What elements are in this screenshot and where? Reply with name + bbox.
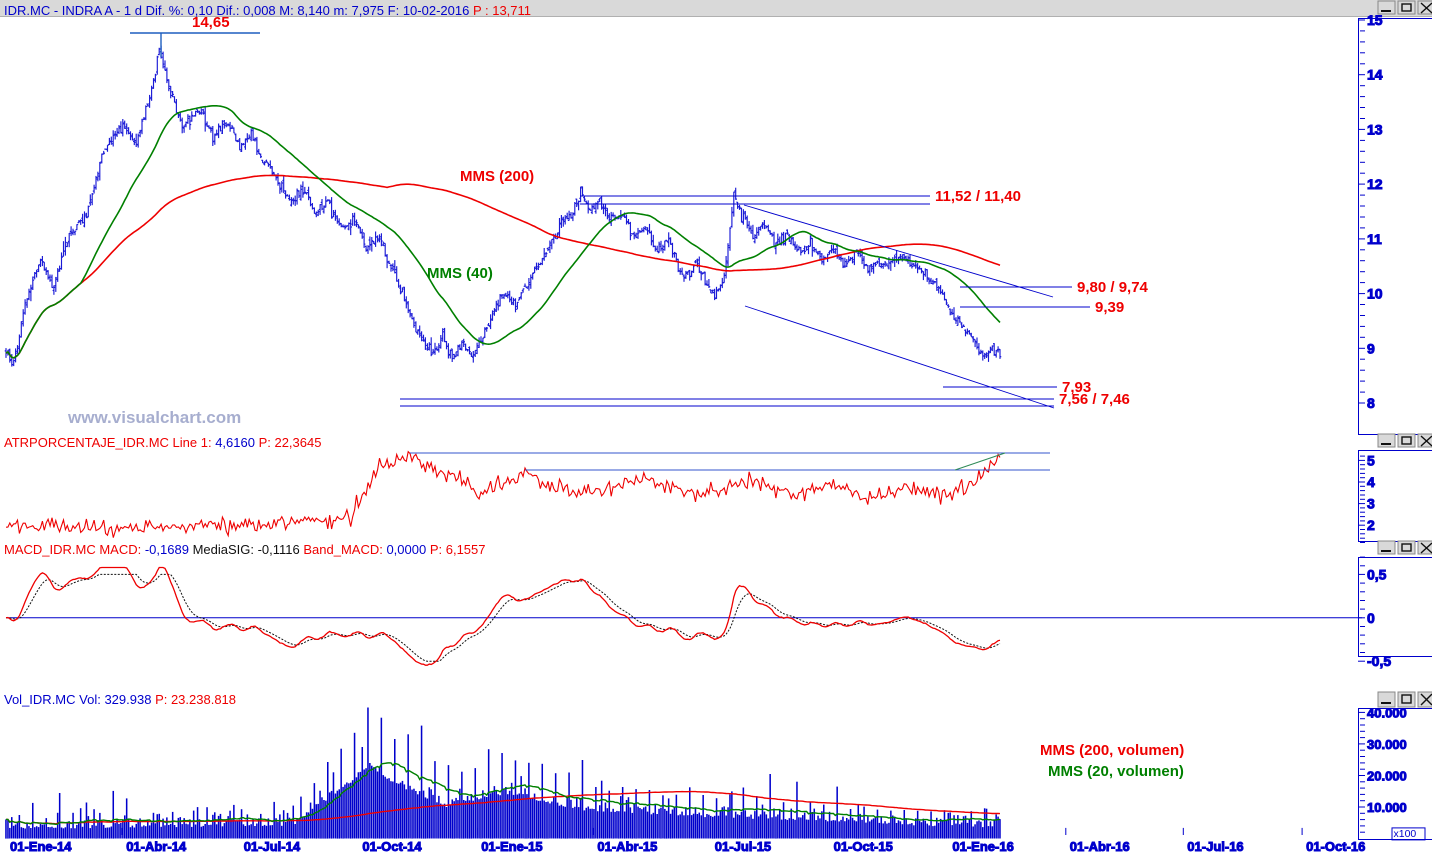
svg-text:20.000: 20.000	[1367, 769, 1407, 784]
svg-text:01-Abr-14: 01-Abr-14	[126, 839, 187, 854]
svg-text:01-Abr-16: 01-Abr-16	[1070, 839, 1130, 854]
svg-text:10.000: 10.000	[1367, 800, 1407, 815]
svg-text:2: 2	[1367, 517, 1375, 533]
svg-text:13: 13	[1367, 121, 1383, 137]
svg-text:01-Oct-15: 01-Oct-15	[834, 839, 893, 854]
svg-text:01-Jul-14: 01-Jul-14	[244, 839, 301, 854]
svg-text:11: 11	[1367, 231, 1382, 247]
svg-text:5: 5	[1367, 452, 1375, 468]
svg-text:14: 14	[1367, 67, 1383, 83]
svg-text:01-Ene-16: 01-Ene-16	[952, 839, 1013, 854]
svg-text:40.000: 40.000	[1367, 705, 1407, 720]
svg-text:01-Abr-15: 01-Abr-15	[597, 839, 657, 854]
svg-text:8: 8	[1367, 395, 1375, 411]
svg-text:9: 9	[1367, 340, 1375, 356]
svg-text:3: 3	[1367, 496, 1375, 512]
svg-text:01-Jul-16: 01-Jul-16	[1187, 839, 1243, 854]
svg-text:01-Jul-15: 01-Jul-15	[715, 839, 771, 854]
svg-text:01-Oct-16: 01-Oct-16	[1306, 839, 1365, 854]
svg-text:01-Ene-14: 01-Ene-14	[10, 839, 72, 854]
svg-text:12: 12	[1367, 176, 1383, 192]
svg-text:4: 4	[1367, 474, 1375, 490]
svg-text:10: 10	[1367, 286, 1383, 302]
svg-text:15: 15	[1367, 12, 1383, 28]
svg-text:0: 0	[1367, 610, 1375, 626]
svg-text:01-Ene-15: 01-Ene-15	[481, 839, 542, 854]
svg-text:0,5: 0,5	[1367, 566, 1387, 582]
svg-text:x100: x100	[1394, 828, 1417, 840]
svg-text:30.000: 30.000	[1367, 737, 1407, 752]
svg-text:01-Oct-14: 01-Oct-14	[362, 839, 422, 854]
